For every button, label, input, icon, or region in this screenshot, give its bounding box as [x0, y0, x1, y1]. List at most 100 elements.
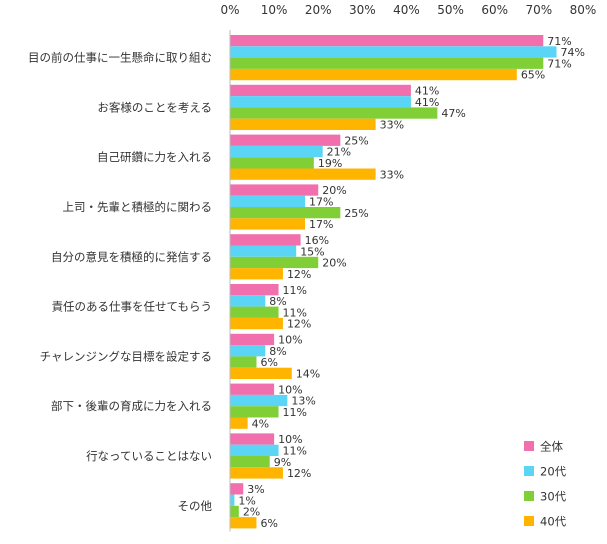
value-label: 41%	[415, 85, 439, 98]
value-label: 8%	[269, 345, 286, 358]
category-label: 責任のある仕事を任せてもらう	[52, 300, 212, 314]
bar	[230, 195, 306, 207]
bar	[230, 134, 341, 146]
bar	[230, 256, 319, 269]
value-label: 20%	[322, 184, 346, 197]
bar	[230, 467, 283, 479]
bar	[230, 394, 288, 407]
value-label: 19%	[318, 157, 342, 170]
value-label: 9%	[274, 456, 291, 469]
bar	[230, 306, 279, 318]
bar	[230, 383, 275, 395]
bar	[230, 96, 411, 108]
bar	[230, 68, 517, 81]
bar	[230, 46, 557, 58]
x-tick-label: 10%	[261, 3, 288, 17]
value-label: 20%	[322, 257, 346, 270]
bar	[230, 234, 301, 246]
value-label: 12%	[287, 318, 311, 331]
bar	[230, 245, 297, 257]
value-label: 10%	[278, 433, 302, 446]
bar	[230, 218, 306, 230]
x-tick-label: 40%	[393, 3, 420, 17]
legend-swatch	[524, 516, 534, 526]
value-label: 6%	[260, 356, 277, 369]
value-label: 2%	[243, 506, 260, 519]
bar	[230, 157, 314, 169]
bar	[230, 57, 544, 69]
value-label: 13%	[291, 395, 315, 408]
bar	[230, 168, 376, 180]
bar	[230, 494, 235, 506]
value-label: 33%	[380, 119, 404, 132]
bar	[230, 356, 257, 368]
value-label: 6%	[260, 517, 277, 530]
bar	[230, 317, 283, 330]
x-tick-label: 20%	[305, 3, 332, 17]
bar	[230, 118, 376, 130]
bar	[230, 333, 275, 346]
category-label: 部下・後輩の育成に力を入れる	[51, 399, 212, 413]
value-label: 17%	[309, 196, 333, 209]
value-label: 71%	[547, 57, 571, 70]
legend-swatch	[524, 491, 534, 501]
bar	[230, 284, 279, 296]
bar	[230, 406, 279, 418]
bars	[230, 35, 557, 529]
category-labels: 目の前の仕事に一生懸命に取り組むお客様のことを考える自己研鑽に力を入れる上司・先…	[28, 51, 212, 513]
bar	[230, 345, 266, 357]
legend: 全体 20代 30代 40代	[524, 440, 567, 529]
value-label: 17%	[309, 218, 333, 231]
x-tick-label: 80%	[570, 3, 597, 17]
bar	[230, 456, 270, 468]
value-label: 8%	[269, 295, 286, 308]
legend-label: 40代	[540, 515, 567, 529]
value-label: 71%	[547, 35, 571, 48]
bar	[230, 417, 248, 429]
value-label: 12%	[287, 467, 311, 480]
bar	[230, 444, 279, 456]
bar	[230, 35, 544, 47]
bar	[230, 295, 266, 307]
x-tick-label: 60%	[481, 3, 508, 17]
value-label: 33%	[380, 168, 404, 181]
value-label: 74%	[561, 46, 585, 59]
bar	[230, 145, 323, 158]
legend-swatch	[524, 466, 534, 476]
category-label: お客様のことを考える	[97, 100, 212, 114]
value-label: 11%	[283, 284, 307, 297]
value-label: 12%	[287, 268, 311, 281]
x-tick-label: 0%	[220, 3, 239, 17]
legend-label: 30代	[540, 490, 567, 504]
bar	[230, 367, 292, 379]
value-label: 10%	[278, 334, 302, 347]
value-label: 11%	[283, 306, 307, 319]
value-label: 11%	[283, 445, 307, 458]
category-label: 自分の意見を積極的に発信する	[51, 250, 212, 264]
value-label: 41%	[415, 96, 439, 109]
x-tick-label: 50%	[437, 3, 464, 17]
value-label: 11%	[283, 406, 307, 419]
category-label: 自己研鑽に力を入れる	[97, 150, 212, 164]
bar	[230, 184, 319, 196]
bar	[230, 107, 438, 119]
bar	[230, 505, 239, 518]
category-label: その他	[178, 499, 213, 513]
bar	[230, 433, 275, 445]
category-label: 上司・先輩と積極的に関わる	[63, 200, 213, 214]
category-label: チャレンジングな目標を設定する	[40, 349, 212, 363]
legend-label: 全体	[540, 440, 563, 454]
bar	[230, 84, 411, 97]
value-label: 4%	[252, 417, 269, 430]
bar	[230, 268, 283, 280]
value-label: 47%	[441, 107, 465, 120]
value-label: 21%	[327, 146, 351, 159]
legend-label: 20代	[540, 465, 567, 479]
value-label: 1%	[238, 494, 255, 507]
category-label: 目の前の仕事に一生懸命に取り組む	[28, 51, 212, 65]
legend-swatch	[524, 441, 534, 451]
value-label: 25%	[344, 207, 368, 220]
x-axis-ticks: 0% 10% 20% 30% 40% 50% 60% 70% 80%	[220, 3, 596, 17]
value-labels: 71%74%71%65%41%41%47%33%25%21%19%33%20%1…	[238, 35, 585, 530]
